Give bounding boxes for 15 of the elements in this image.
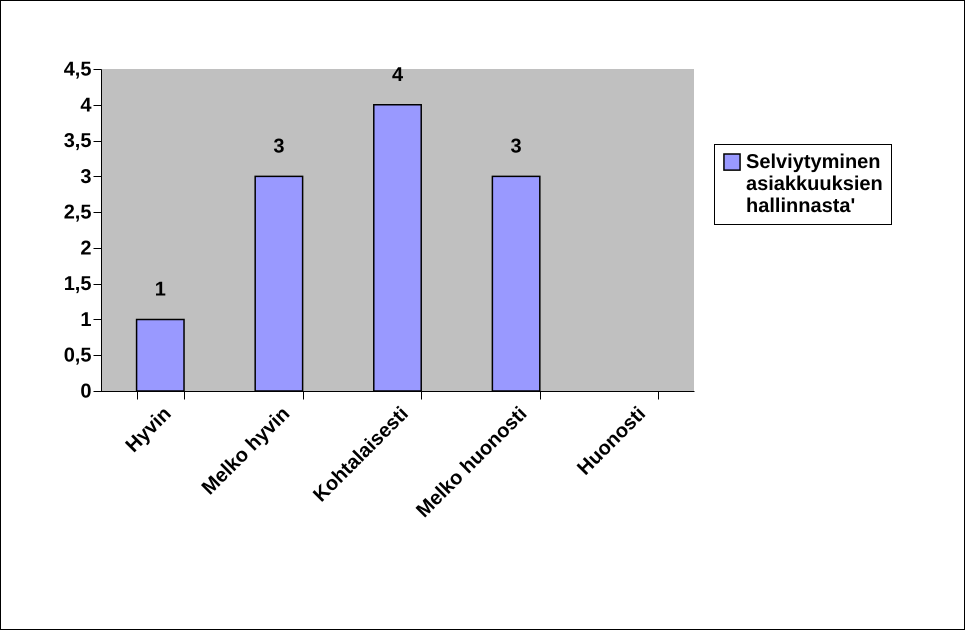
y-tick-label: 2,5 [64, 202, 92, 224]
y-tick-label: 4 [80, 94, 92, 116]
y-tick-label: 1 [80, 308, 92, 331]
y-tick-label: 2 [80, 237, 92, 260]
y-tick-label: 3 [80, 166, 92, 188]
y-tick-label: 4,5 [64, 58, 92, 80]
y-tick-label: 0,5 [64, 344, 92, 367]
y-tick-label: 1,5 [64, 273, 92, 296]
data-label: 4 [392, 64, 404, 86]
legend-label: Selviytyminen asiakkuuksien hallinnasta' [746, 151, 883, 217]
y-tick-label: 3,5 [64, 130, 92, 152]
data-label: 3 [510, 135, 522, 158]
data-label: 1 [154, 278, 166, 300]
data-label: 3 [273, 135, 284, 158]
y-tick-label: 0 [80, 380, 92, 402]
